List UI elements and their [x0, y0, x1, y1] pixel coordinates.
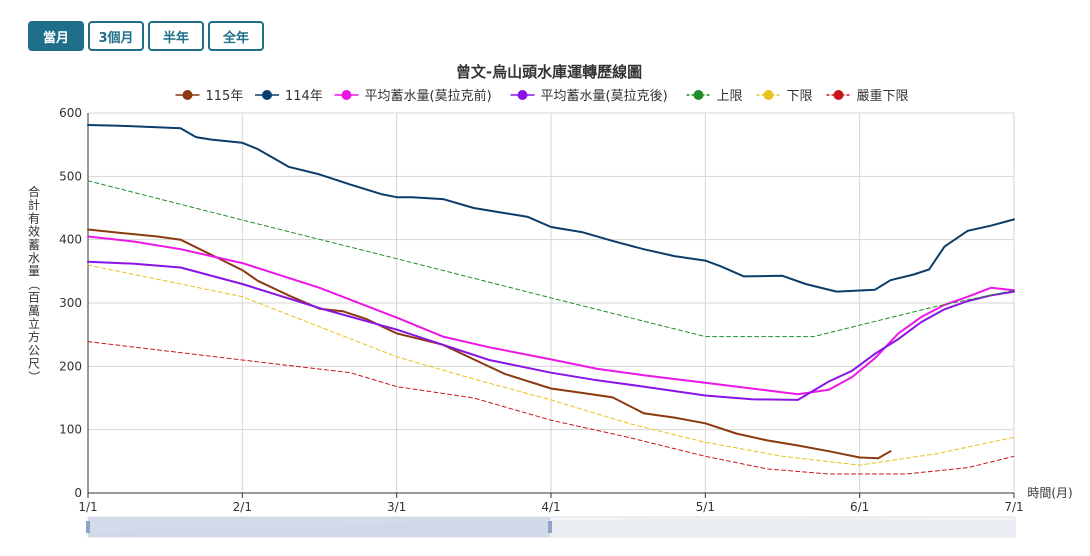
tab-current-month[interactable]: 當月 [28, 21, 84, 51]
chart-title: 曾文-烏山頭水庫運轉歷線圖 [456, 63, 642, 81]
y-axis-label-char: 公 [28, 343, 40, 357]
y-axis-label-char: 方 [28, 329, 40, 344]
y-axis-label-char: 萬 [28, 304, 40, 318]
legend-marker [833, 90, 844, 100]
y-tick-label: 500 [59, 169, 82, 183]
series-line-2 [87, 235, 1015, 396]
x-axis-label: 時間(月) [1027, 486, 1072, 500]
tab-3-months[interactable]: 3個月 [88, 21, 144, 51]
y-axis-label-char: 尺 [28, 357, 40, 371]
y-tick-label: 600 [59, 106, 82, 120]
legend-marker [182, 90, 193, 100]
legend-label: 平均蓄水量(莫拉克前) [365, 88, 492, 104]
y-axis-label-char: （ [27, 278, 41, 290]
series-line-5 [87, 264, 1015, 466]
legend-item-1[interactable]: 114年 [255, 89, 323, 104]
tab-full-year[interactable]: 全年 [208, 21, 264, 51]
zoom-handle-left[interactable] [86, 521, 90, 533]
series-line-4 [87, 180, 1015, 338]
x-tick-label: 3/1 [387, 500, 406, 514]
zoom-slider[interactable] [86, 516, 1016, 538]
legend-label: 下限 [787, 89, 813, 104]
legend-item-0[interactable]: 115年 [175, 89, 244, 104]
legend-marker [341, 90, 352, 100]
legend-marker [763, 90, 774, 100]
x-tick-label: 6/1 [850, 500, 869, 514]
legend-marker [262, 90, 272, 100]
y-tick-label: 200 [59, 359, 82, 373]
series-line-6 [87, 341, 1015, 475]
x-tick-label: 1/1 [78, 500, 97, 514]
y-tick-label: 100 [59, 423, 82, 437]
legend-item-5[interactable]: 下限 [756, 89, 813, 104]
x-tick-label: 5/1 [696, 500, 715, 514]
series-line-1 [87, 124, 1015, 293]
legend-label: 115年 [206, 89, 244, 104]
y-tick-label: 400 [59, 233, 82, 247]
tab-half-year[interactable]: 半年 [148, 21, 204, 51]
period-tabs: 當月 3個月 半年 全年 [28, 21, 264, 51]
chart-grid [87, 112, 1015, 494]
y-axis-label-char: 計 [28, 197, 40, 212]
x-tick-label: 4/1 [541, 500, 560, 514]
legend-label: 114年 [285, 89, 323, 104]
y-axis-label-char: 水 [28, 251, 40, 265]
legend-label: 上限 [717, 89, 743, 104]
y-tick-label: 0 [74, 486, 82, 500]
y-axis-label-char: 立 [28, 316, 40, 331]
legend-marker [517, 90, 528, 100]
legend-item-2[interactable]: 平均蓄水量(莫拉克前) [334, 88, 492, 104]
y-tick-label: 300 [59, 296, 82, 310]
chart-axes: 0 100 200 300 400 500 600 1/1 2/1 3/1 4/1 5/1 6/1 7/1 [59, 106, 1024, 514]
legend-label: 嚴重下限 [857, 88, 909, 104]
legend-marker [693, 90, 704, 100]
y-axis-label-char: 有 [28, 211, 40, 225]
zoom-handle-right[interactable] [548, 521, 552, 533]
chart-legend: 115年 114年 平均蓄水量(莫拉克前) 平均蓄水量(莫拉克後) 上限 下限 嚴重下限 [175, 88, 909, 104]
y-axis-label-char: 效 [28, 224, 40, 239]
x-tick-label: 7/1 [1004, 500, 1023, 514]
y-axis-label-char: 量 [28, 264, 40, 278]
legend-item-3[interactable]: 平均蓄水量(莫拉克後) [510, 89, 668, 104]
legend-item-6[interactable]: 嚴重下限 [826, 88, 909, 104]
chart-series [87, 124, 1015, 475]
y-axis-label-char: 蓄 [28, 238, 40, 252]
series-line-0 [87, 228, 892, 460]
x-tick-label: 2/1 [233, 500, 252, 514]
y-axis-label-char: 合 [28, 184, 40, 199]
legend-label: 平均蓄水量(莫拉克後) [541, 89, 668, 104]
series-line-3 [87, 260, 1015, 401]
y-axis-label-char: 百 [28, 291, 40, 305]
y-axis-label-char: ） [27, 371, 41, 383]
zoom-selection[interactable] [88, 517, 550, 537]
legend-item-4[interactable]: 上限 [686, 89, 743, 104]
